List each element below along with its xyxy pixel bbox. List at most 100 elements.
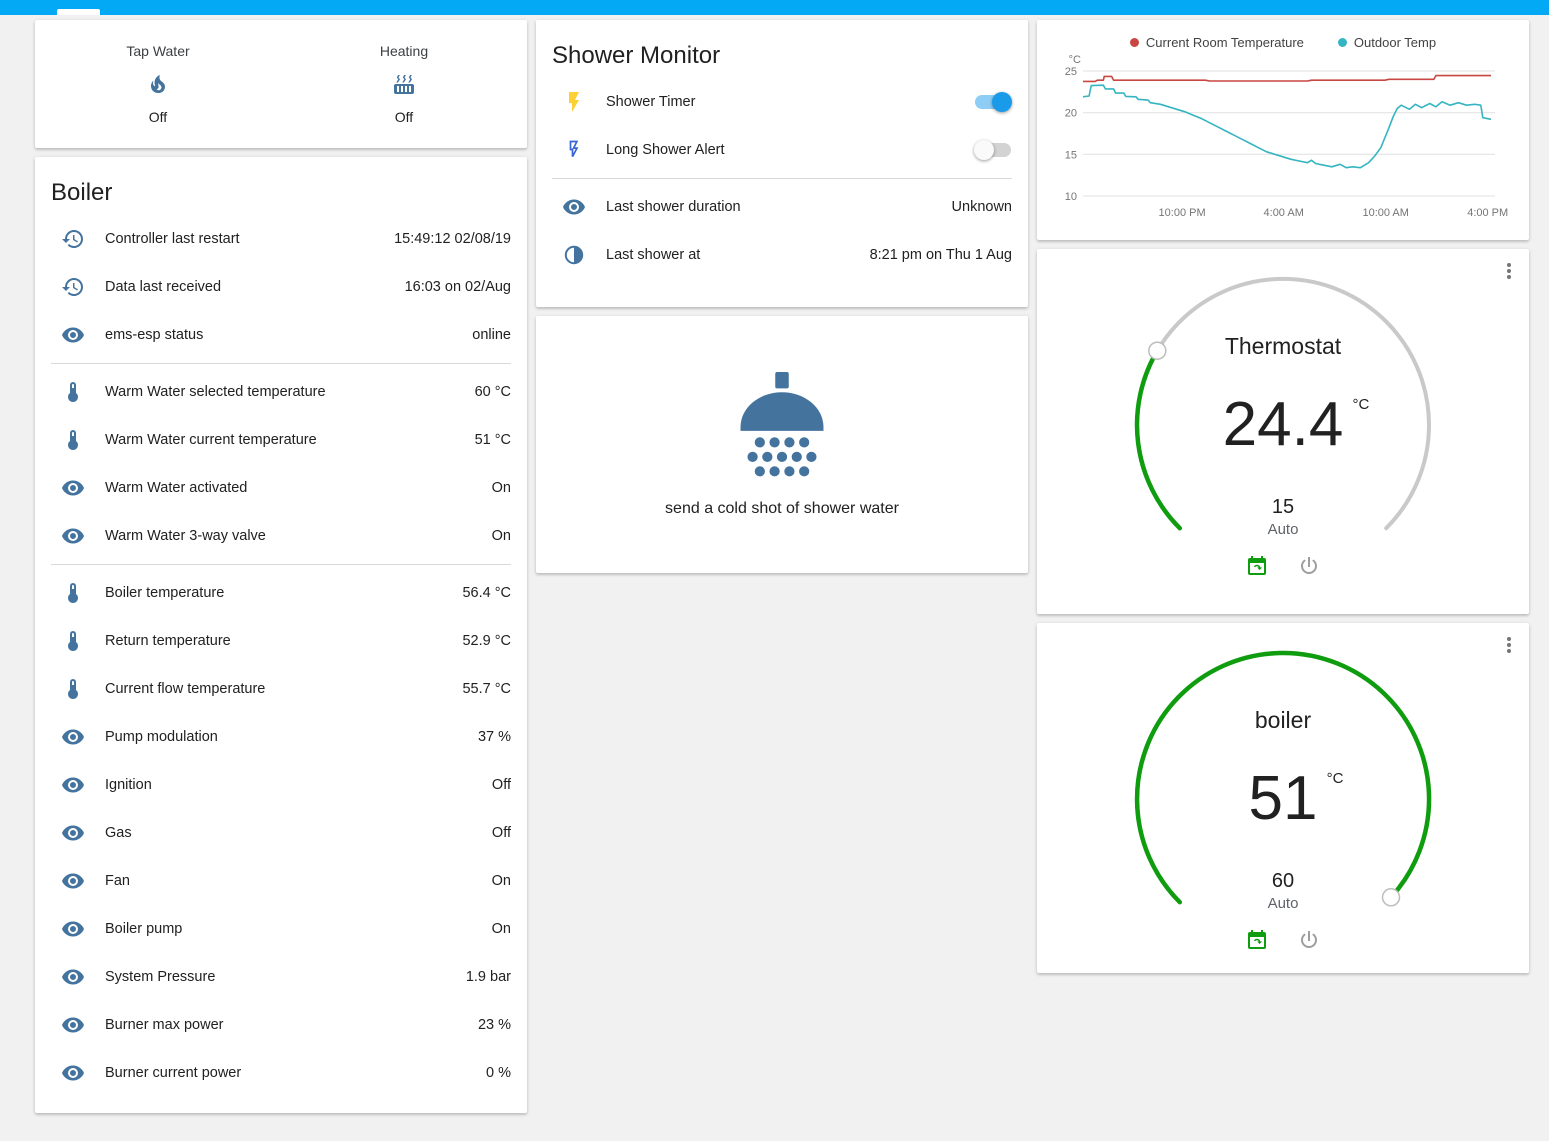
entity-row[interactable]: Burner max power 23 % xyxy=(51,1001,511,1049)
eye-icon xyxy=(61,965,85,989)
entity-row[interactable]: Warm Water 3-way valve On xyxy=(51,512,511,560)
thermostat-dial[interactable] xyxy=(1037,249,1529,585)
entity-name: System Pressure xyxy=(105,969,216,985)
eye-icon xyxy=(61,725,85,749)
radiator-icon xyxy=(392,72,416,96)
legend-label: Current Room Temperature xyxy=(1145,34,1304,50)
temperature-chart: 25 20 15 10 °C 10:00 PM 4:00 AM 10:00 AM 4:00 PM xyxy=(1053,52,1513,238)
flash-icon xyxy=(562,90,586,114)
divider xyxy=(51,363,511,364)
entity-row[interactable]: Warm Water current temperature 51 °C xyxy=(51,416,511,464)
entity-name: Warm Water activated xyxy=(105,480,248,496)
entity-name: Burner max power xyxy=(105,1017,224,1033)
svg-text:4:00 PM: 4:00 PM xyxy=(1467,207,1508,219)
entity-name: Warm Water current temperature xyxy=(105,432,317,448)
long-shower-alert-row[interactable]: Long Shower Alert xyxy=(552,126,1012,174)
entity-value: 8:21 pm on Thu 1 Aug xyxy=(869,247,1012,263)
entity-value: 1.9 bar xyxy=(465,969,511,985)
glance-state: Off xyxy=(394,109,414,125)
eye-icon xyxy=(61,1061,85,1085)
cold-shot-button[interactable]: send a cold shot of shower water xyxy=(536,316,1028,573)
entity-value: 51 °C xyxy=(474,432,511,448)
entity-row[interactable]: Ignition Off xyxy=(51,761,511,809)
middle-column: Shower Monitor Shower Timer Long Shower … xyxy=(536,20,1028,573)
entity-row[interactable]: Pump modulation 37 % xyxy=(51,713,511,761)
app-header xyxy=(0,0,1549,15)
last-shower-at-row[interactable]: Last shower at 8:21 pm on Thu 1 Aug xyxy=(552,231,1012,279)
shower-monitor-card: Shower Monitor Shower Timer Long Shower … xyxy=(536,20,1028,307)
more-options-icon[interactable] xyxy=(1497,259,1521,283)
glance-label: Heating xyxy=(379,43,429,59)
entity-row[interactable]: Boiler pump On xyxy=(51,905,511,953)
chart-legend: Current Room Temperature Outdoor Temp xyxy=(1053,32,1513,52)
entity-value: 55.7 °C xyxy=(462,681,511,697)
thermometer-icon xyxy=(61,581,85,605)
calendar-sync-icon[interactable] xyxy=(1245,928,1269,952)
calendar-sync-icon[interactable] xyxy=(1245,554,1269,578)
entity-name: Boiler pump xyxy=(105,921,183,937)
entity-name: Long Shower Alert xyxy=(606,142,725,158)
boiler-dial-card: boiler 51 °C 60 Auto xyxy=(1037,623,1529,973)
svg-text:10:00 AM: 10:00 AM xyxy=(1362,207,1408,219)
entity-name: Last shower at xyxy=(606,247,701,263)
entity-value: 60 °C xyxy=(474,384,511,400)
glance-state: Off xyxy=(148,109,168,125)
last-shower-duration-row[interactable]: Last shower duration Unknown xyxy=(552,183,1012,231)
entity-row[interactable]: Current flow temperature 55.7 °C xyxy=(51,665,511,713)
glance-card: Tap Water Off Heating Off xyxy=(35,20,527,148)
entity-name: Warm Water selected temperature xyxy=(105,384,326,400)
left-column: Tap Water Off Heating Off Boiler Control… xyxy=(35,20,527,1113)
entity-value: 52.9 °C xyxy=(462,633,511,649)
svg-text:20: 20 xyxy=(1065,108,1077,120)
entity-value: 16:03 on 02/Aug xyxy=(404,279,511,295)
entity-name: Controller last restart xyxy=(105,231,240,247)
boiler-dial[interactable] xyxy=(1037,623,1529,959)
entity-value: On xyxy=(491,873,511,889)
boiler-entity-list: Controller last restart 15:49:12 02/08/19… xyxy=(35,213,527,1113)
shower-timer-row[interactable]: Shower Timer xyxy=(552,78,1012,126)
power-icon[interactable] xyxy=(1297,554,1321,578)
entity-row[interactable]: Warm Water selected temperature 60 °C xyxy=(51,368,511,416)
entity-row[interactable]: Data last received 16:03 on 02/Aug xyxy=(51,263,511,311)
svg-text:15: 15 xyxy=(1065,149,1077,161)
entity-row[interactable]: Gas Off xyxy=(51,809,511,857)
dial-track xyxy=(1135,651,1431,905)
entity-row[interactable]: Fan On xyxy=(51,857,511,905)
eye-icon xyxy=(61,476,85,500)
entity-value: On xyxy=(491,480,511,496)
entity-row[interactable]: Return temperature 52.9 °C xyxy=(51,617,511,665)
entity-row[interactable]: Controller last restart 15:49:12 02/08/19 xyxy=(51,215,511,263)
entity-row[interactable]: Burner current power 0 % xyxy=(51,1049,511,1097)
card-title: Shower Monitor xyxy=(552,42,721,69)
thermometer-icon xyxy=(61,677,85,701)
entity-value: Off xyxy=(491,777,511,793)
entity-row[interactable]: Boiler temperature 56.4 °C xyxy=(51,569,511,617)
eye-icon xyxy=(61,917,85,941)
dial-handle[interactable] xyxy=(1381,888,1401,907)
glance-item-tap-water[interactable]: Tap Water Off xyxy=(35,43,281,125)
entity-name: Last shower duration xyxy=(606,199,741,215)
svg-text:4:00 AM: 4:00 AM xyxy=(1264,207,1304,219)
entity-row[interactable]: System Pressure 1.9 bar xyxy=(51,953,511,1001)
legend-item: Current Room Temperature xyxy=(1129,34,1304,50)
power-icon[interactable] xyxy=(1297,928,1321,952)
card-title: Boiler xyxy=(51,179,113,206)
dial-handle[interactable] xyxy=(1148,341,1167,360)
entity-row[interactable]: ems-esp status online xyxy=(51,311,511,359)
glance-item-heating[interactable]: Heating Off xyxy=(281,43,527,125)
entity-value: 15:49:12 02/08/19 xyxy=(394,231,511,247)
entity-value: 37 % xyxy=(477,729,511,745)
svg-text:10: 10 xyxy=(1065,191,1077,203)
entity-value: 23 % xyxy=(477,1017,511,1033)
shower-timer-toggle[interactable] xyxy=(974,92,1012,112)
long-shower-alert-toggle[interactable] xyxy=(974,140,1012,160)
entity-row[interactable]: Warm Water activated On xyxy=(51,464,511,512)
dial-actions xyxy=(1245,928,1321,952)
more-options-icon[interactable] xyxy=(1497,633,1521,657)
shower-entity-list: Shower Timer Long Shower Alert Last show… xyxy=(536,76,1028,295)
entity-name: Ignition xyxy=(105,777,152,793)
entity-value: Off xyxy=(491,825,511,841)
action-label: send a cold shot of shower water xyxy=(665,499,899,517)
history-chart-card: Current Room Temperature Outdoor Temp 25… xyxy=(1037,20,1529,240)
entity-name: Fan xyxy=(105,873,130,889)
